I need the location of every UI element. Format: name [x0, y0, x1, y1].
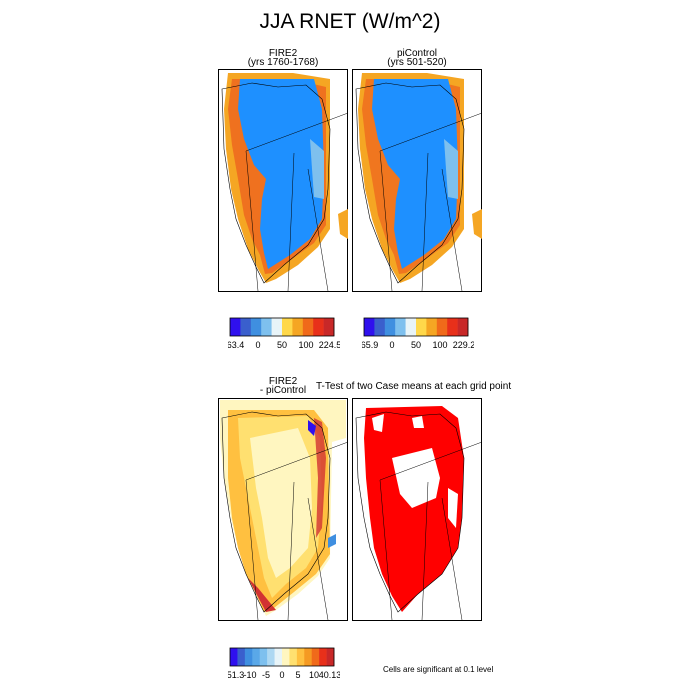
colorbar-tick-label: 50	[411, 340, 421, 350]
colorbar-swatch	[250, 318, 262, 336]
colorbar-swatch	[416, 318, 427, 336]
significance-note: Cells are significant at 0.1 level	[383, 665, 494, 674]
colorbar-tick-label: 50	[277, 340, 287, 350]
map-panel-picontrol	[352, 69, 482, 292]
colorbar-swatch	[259, 648, 268, 666]
colorbar-swatch	[323, 318, 335, 336]
colorbar-tick-label: 229.2	[453, 340, 474, 350]
colorbar-tick-label: 0	[389, 340, 394, 350]
colorbar-tick-label: -63.4	[228, 340, 244, 350]
colorbar-tick-label: -10	[243, 670, 256, 680]
colorbar-tick-label: 100	[298, 340, 313, 350]
colorbar-swatch	[364, 318, 375, 336]
colorbar-swatch	[282, 318, 293, 336]
colorbar-swatch	[313, 318, 324, 336]
colorbar-swatch	[267, 648, 275, 666]
colorbar-swatch	[311, 648, 320, 666]
colorbar-swatch	[261, 318, 272, 336]
colorbar-tick-label: 5	[295, 670, 300, 680]
colorbar-tick-label: 100	[432, 340, 447, 350]
panel-diff-subtitle: - piControl	[259, 385, 307, 396]
colorbar-swatch	[405, 318, 417, 336]
colorbar-picontrol-labels: -65.9 0 50 100 229.2	[362, 340, 474, 350]
colorbar-swatch	[304, 648, 313, 666]
colorbar-fire2: -63.4 0 50 100 224.5	[228, 317, 340, 350]
colorbar-swatch	[395, 318, 406, 336]
map-panel-fire2	[218, 69, 348, 292]
colorbar-tick-label: -5	[262, 670, 270, 680]
colorbar-picontrol-swatches	[363, 317, 469, 337]
colorbar-swatch	[384, 318, 396, 336]
colorbar-swatch	[282, 648, 290, 666]
panel-diff-title: FIRE2	[268, 376, 298, 387]
colorbar-swatch	[426, 318, 438, 336]
colorbar-swatch	[457, 318, 469, 336]
colorbar-tick-label: 40.13	[319, 670, 340, 680]
colorbar-tick-label: -51.3	[228, 670, 244, 680]
map-panel-ttest	[352, 398, 482, 621]
colorbar-tick-label: 224.5	[319, 340, 340, 350]
colorbar-swatch	[274, 648, 283, 666]
colorbar-swatch	[326, 648, 335, 666]
colorbar-border	[229, 647, 335, 667]
colorbar-tick-label: 10	[309, 670, 319, 680]
colorbar-swatch	[271, 318, 283, 336]
panel-fire2-title: FIRE2	[268, 48, 298, 59]
panel-picontrol-subtitle: (yrs 501-520)	[387, 57, 447, 68]
panel-title-diff: FIRE2 - piControl	[218, 376, 348, 396]
figure-title: JJA RNET (W/m^2)	[259, 10, 441, 33]
colorbar-tick-label: -65.9	[362, 340, 378, 350]
colorbar-swatch	[374, 318, 386, 336]
colorbar-swatch	[230, 648, 238, 666]
colorbar-swatch	[319, 648, 327, 666]
panel-fire2-subtitle: (yrs 1760-1768)	[247, 57, 319, 68]
colorbar-tick-label: 0	[255, 340, 260, 350]
colorbar-border	[229, 317, 335, 337]
colorbar-swatch	[252, 648, 261, 666]
colorbar-diff-swatches	[229, 647, 335, 667]
colorbar-swatch	[244, 648, 253, 666]
panel-title-picontrol: piControl (yrs 501-520)	[352, 48, 482, 68]
colorbar-swatch	[230, 318, 241, 336]
colorbar-swatch	[240, 318, 252, 336]
panel-title-fire2: FIRE2 (yrs 1760-1768)	[218, 48, 348, 68]
colorbar-swatch	[447, 318, 458, 336]
colorbar-swatch	[292, 318, 304, 336]
panel-ttest-title: T-Test of two Case means at each grid po…	[316, 381, 512, 392]
colorbar-swatch	[296, 648, 305, 666]
panel-picontrol-title: piControl	[396, 48, 438, 59]
colorbar-swatch	[237, 648, 246, 666]
colorbar-swatch	[289, 648, 298, 666]
colorbar-border	[363, 317, 469, 337]
colorbar-fire2-labels: -63.4 0 50 100 224.5	[228, 340, 340, 350]
map-panel-diff	[218, 398, 348, 621]
colorbar-tick-label: 0	[279, 670, 284, 680]
colorbar-fire2-swatches	[229, 317, 335, 337]
colorbar-swatch	[302, 318, 314, 336]
colorbar-picontrol: -65.9 0 50 100 229.2	[362, 317, 474, 350]
colorbar-swatch	[436, 318, 448, 336]
